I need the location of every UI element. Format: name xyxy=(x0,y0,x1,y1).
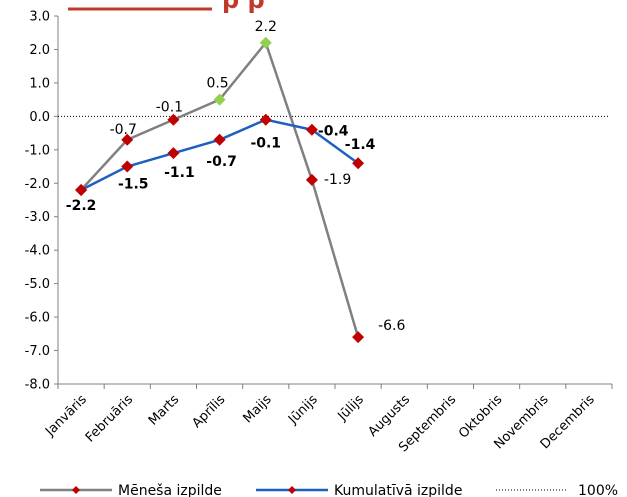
series-layer xyxy=(75,36,365,344)
cumulative-data-label: -0.7 xyxy=(206,154,237,170)
y-tick-label: -4.0 xyxy=(25,244,50,259)
x-tick-label: Jūlijs xyxy=(335,392,367,424)
y-tick-label: 1.0 xyxy=(29,76,50,91)
series-1-marker xyxy=(259,113,272,126)
chart-title: p p xyxy=(222,0,265,14)
cumulative-data-label: -0.4 xyxy=(318,124,349,140)
legend-marker-cumulative xyxy=(288,486,296,494)
series-1-marker xyxy=(305,123,318,136)
data-labels-layer: -0.7 -0.1 0.5 2.2 -1.9 -6.6 -2.2 -1.5 -1.1 -0.7 -0… xyxy=(66,19,406,334)
y-tick-label: -2.0 xyxy=(25,177,50,192)
legend-label-100: 100% xyxy=(578,483,618,497)
x-tick-label: Maijs xyxy=(241,392,275,426)
title-layer: p p xyxy=(68,0,265,14)
legend-label-cumulative: Kumulatīvā izpilde xyxy=(334,483,462,497)
axes-layer: 3.0 2.0 1.0 0.0 -1.0 -2.0 -3.0 -4.0 -5.0 -6.0 -7.0… xyxy=(25,10,613,455)
monthly-data-label: -0.1 xyxy=(156,100,183,116)
cumulative-data-label: -1.1 xyxy=(164,165,195,181)
cumulative-data-label: -1.5 xyxy=(118,177,149,193)
series-0-marker xyxy=(121,133,134,146)
cumulative-data-label: -1.4 xyxy=(345,137,376,153)
monthly-data-label: -0.7 xyxy=(110,122,137,138)
series-1-marker xyxy=(121,160,134,173)
y-tick-label: -1.0 xyxy=(25,143,50,158)
series-0-marker xyxy=(259,36,272,49)
y-tick-label: -7.0 xyxy=(25,344,50,359)
y-tick-label: -6.0 xyxy=(25,311,50,326)
cumulative-data-label: -2.2 xyxy=(66,198,97,214)
y-tick-label: -3.0 xyxy=(25,210,50,225)
series-0-marker xyxy=(167,113,180,126)
series-1-marker xyxy=(75,183,88,196)
x-tick-label: Janvāris xyxy=(42,392,90,440)
legend: Mēneša izpilde Kumulatīvā izpilde 100% xyxy=(40,483,618,497)
y-tick-label: 0.0 xyxy=(29,110,50,125)
monthly-data-label: 0.5 xyxy=(206,76,228,92)
series-0-marker xyxy=(213,93,226,106)
series-0-marker xyxy=(352,331,365,344)
y-tick-label: -8.0 xyxy=(25,378,50,393)
monthly-data-label: -6.6 xyxy=(378,318,405,334)
x-tick-label: Aprīlis xyxy=(189,392,228,431)
y-tick-label: -5.0 xyxy=(25,277,50,292)
series-1-marker xyxy=(167,147,180,160)
y-tick-label: 3.0 xyxy=(29,10,50,25)
x-tick-label: Marts xyxy=(146,392,183,429)
x-tick-label: Jūnijs xyxy=(285,392,321,428)
monthly-data-label: 2.2 xyxy=(255,19,277,35)
x-tick-label: Augusts xyxy=(366,392,414,440)
series-1-marker xyxy=(352,157,365,170)
legend-label-monthly: Mēneša izpilde xyxy=(118,483,222,497)
cumulative-data-label: -0.1 xyxy=(250,136,281,152)
monthly-data-label: -1.9 xyxy=(324,172,351,188)
series-1-marker xyxy=(213,133,226,146)
series-0-marker xyxy=(305,173,318,186)
y-tick-label: 2.0 xyxy=(29,43,50,58)
legend-marker-monthly xyxy=(72,486,80,494)
x-tick-label: Februāris xyxy=(83,392,136,445)
